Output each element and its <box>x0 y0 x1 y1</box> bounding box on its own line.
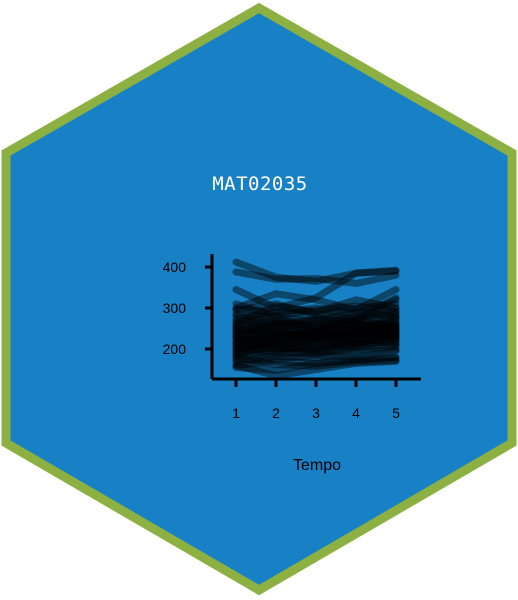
series-line <box>232 307 400 333</box>
series-line <box>232 336 400 353</box>
x-tick-label: 2 <box>272 405 280 421</box>
series-line <box>232 325 400 347</box>
series-line <box>232 268 400 287</box>
series-line <box>232 308 400 325</box>
series-line <box>232 347 400 366</box>
x-tick-label: 3 <box>312 405 320 421</box>
series-line <box>232 346 400 364</box>
series-line <box>232 312 400 330</box>
series-line <box>232 353 400 369</box>
series-line <box>232 304 400 330</box>
series-line <box>232 354 400 370</box>
series-line <box>232 343 400 361</box>
series-line <box>232 325 400 348</box>
series-line <box>232 325 400 353</box>
series-line <box>232 314 400 341</box>
series-line <box>232 321 400 343</box>
series-line <box>232 300 400 335</box>
series-line <box>232 302 400 329</box>
series-line <box>232 286 400 314</box>
y-ticks: 200 300 400 <box>163 259 212 357</box>
series-line <box>232 327 400 355</box>
series-line <box>232 335 400 353</box>
series-line <box>232 338 400 357</box>
series-line <box>232 357 400 380</box>
series-line <box>232 341 400 359</box>
series-line <box>232 258 400 285</box>
series-line <box>232 316 400 336</box>
chart: 200 300 400 1 2 3 4 5 Tempo <box>163 254 421 474</box>
y-tick-label: 400 <box>163 259 187 275</box>
series-layer <box>232 258 400 380</box>
series-line <box>232 329 400 359</box>
series-line <box>232 329 400 356</box>
sticker-title: MAT02035 <box>212 173 308 195</box>
series-line <box>232 267 400 312</box>
series-line <box>232 296 400 328</box>
series-line <box>232 296 400 322</box>
series-line <box>232 335 400 356</box>
x-ticks: 1 2 3 4 5 <box>232 379 400 421</box>
series-line <box>232 331 400 351</box>
series-line <box>232 320 400 342</box>
series-line <box>232 325 400 346</box>
series-line <box>232 316 400 342</box>
y-tick-label: 200 <box>163 341 187 357</box>
series-line <box>232 327 400 347</box>
y-tick-label: 300 <box>163 300 187 316</box>
series-line <box>232 333 400 354</box>
series-line <box>232 354 400 374</box>
series-line <box>232 294 400 324</box>
series-line <box>232 310 400 337</box>
x-tick-label: 1 <box>232 405 240 421</box>
x-axis-title: Tempo <box>293 457 341 474</box>
series-line <box>232 300 400 320</box>
series-line <box>232 318 400 341</box>
series-line <box>232 316 400 339</box>
series-line <box>232 321 400 344</box>
x-tick-label: 5 <box>392 405 400 421</box>
x-tick-label: 4 <box>352 405 360 421</box>
